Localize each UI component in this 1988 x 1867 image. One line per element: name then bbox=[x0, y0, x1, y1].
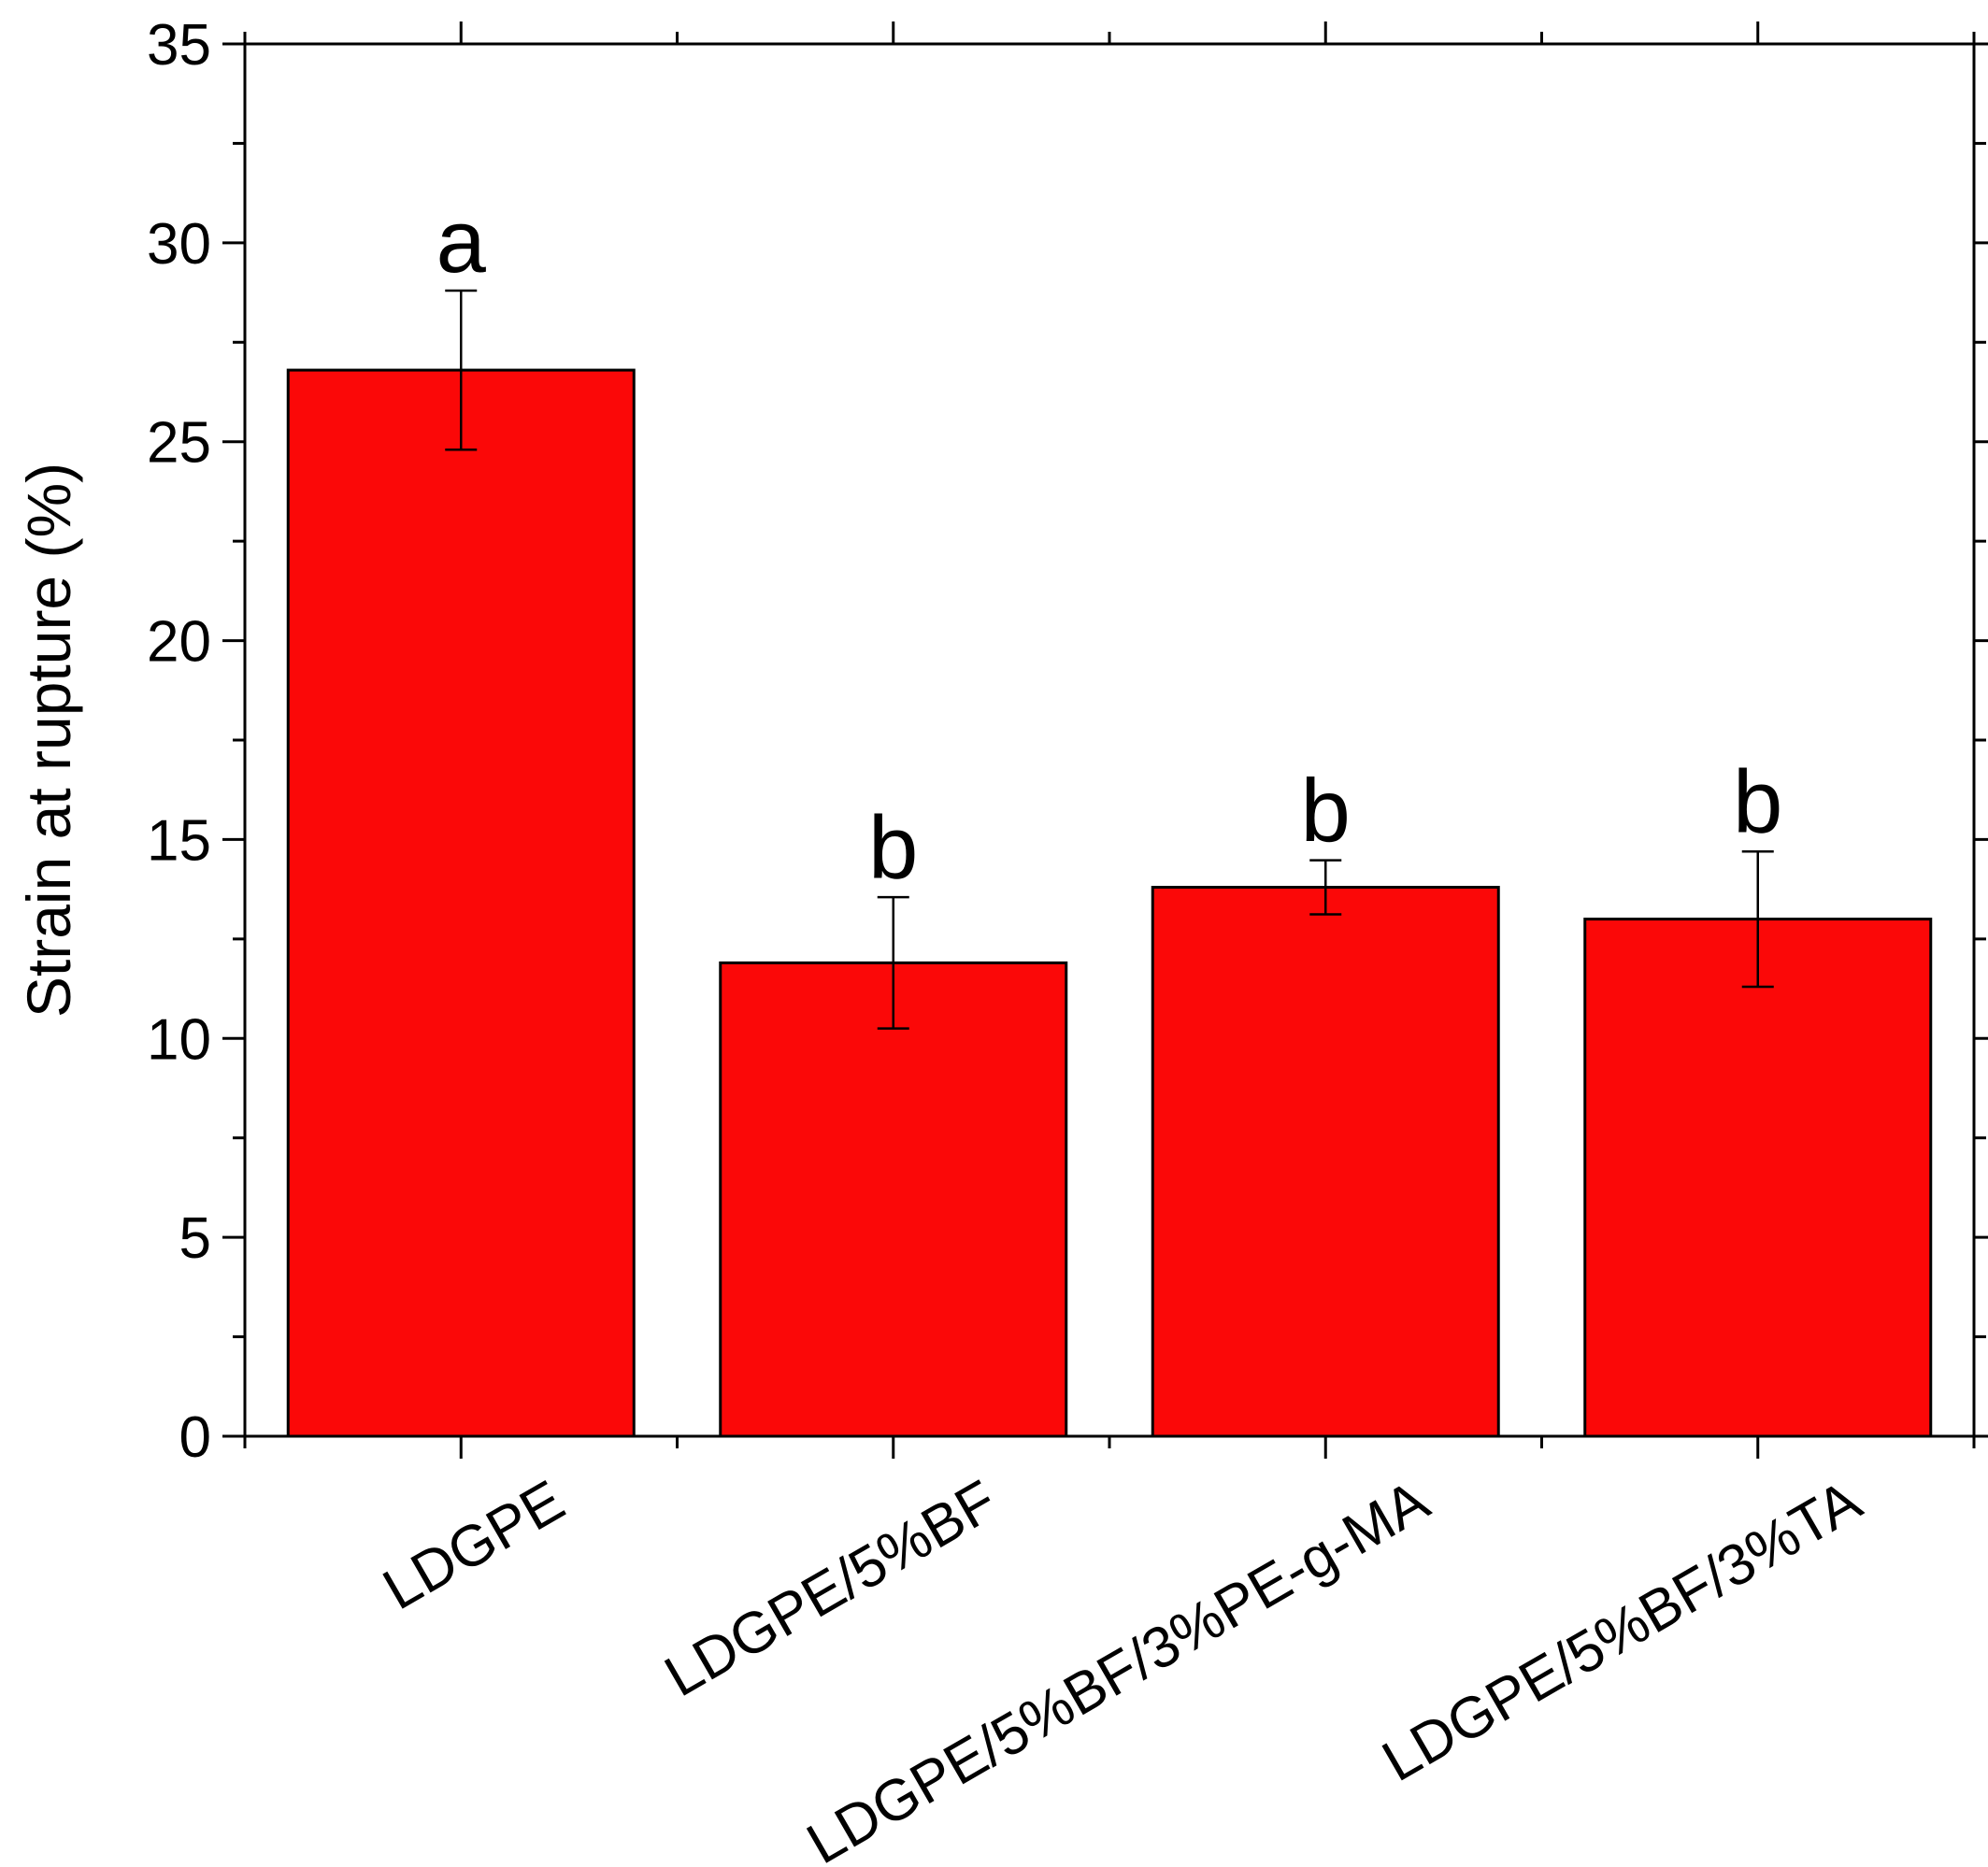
significance-letter: b bbox=[1733, 752, 1782, 852]
significance-letter: a bbox=[436, 192, 487, 292]
y-axis-title: Strain at rupture (%) bbox=[14, 463, 83, 1018]
significance-letter: b bbox=[1301, 762, 1351, 862]
y-tick-label: 10 bbox=[147, 1007, 211, 1072]
x-category-label: LDGPE/5%BF bbox=[654, 1468, 1008, 1709]
bar bbox=[1151, 886, 1500, 1438]
y-tick-label: 20 bbox=[147, 610, 211, 675]
y-tick-label: 0 bbox=[179, 1405, 211, 1470]
y-tick-label: 15 bbox=[147, 808, 211, 873]
significance-letter: b bbox=[868, 798, 918, 898]
y-tick-label: 35 bbox=[147, 13, 211, 78]
bar bbox=[286, 368, 636, 1438]
y-tick-label: 5 bbox=[179, 1206, 211, 1271]
y-tick-label: 30 bbox=[147, 212, 211, 277]
x-category-label: LDGPE/5%BF/3%TA bbox=[1372, 1468, 1872, 1794]
x-category-label: LDGPE bbox=[373, 1468, 576, 1622]
bar bbox=[1583, 918, 1933, 1438]
bar bbox=[719, 961, 1068, 1438]
y-axis: 0 5 10 15 20 25 30 35 bbox=[147, 13, 1988, 1470]
y-tick-label: 25 bbox=[147, 411, 211, 476]
bars: a b b b bbox=[286, 192, 1933, 1438]
